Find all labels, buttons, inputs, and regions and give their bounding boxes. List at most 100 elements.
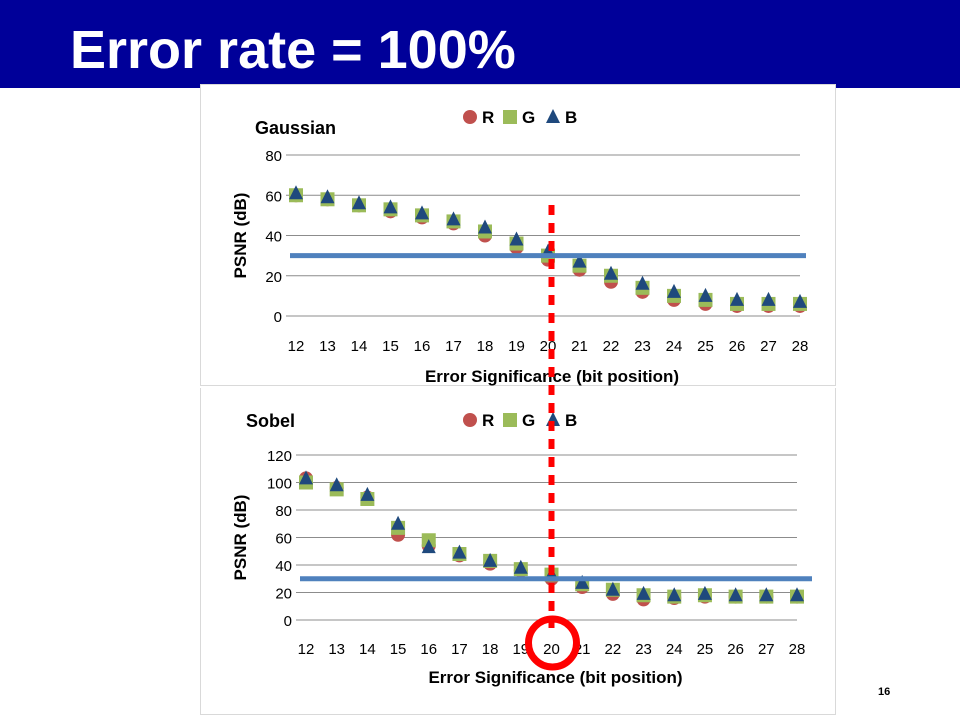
gaussian-point-b bbox=[635, 275, 650, 290]
gaussian-x-tick-label: 19 bbox=[508, 338, 525, 355]
gaussian-x-tick-label: 26 bbox=[729, 338, 746, 355]
sobel-x-tick-label: 14 bbox=[359, 641, 376, 658]
gaussian-point-b bbox=[352, 195, 366, 210]
gaussian-point-b bbox=[793, 293, 807, 308]
sobel-y-tick-label: 40 bbox=[275, 558, 292, 575]
gaussian-point-b bbox=[320, 189, 335, 204]
sobel-x-axis-label: Error Significance (bit position) bbox=[428, 668, 682, 687]
sobel-x-tick-label: 19 bbox=[512, 641, 529, 658]
sobel-point-b bbox=[483, 552, 498, 567]
gaussian-x-tick-label: 13 bbox=[319, 338, 336, 355]
sobel-y-tick-label: 120 bbox=[267, 448, 292, 465]
sobel-x-tick-label: 25 bbox=[697, 641, 714, 658]
gaussian-point-b bbox=[667, 283, 681, 298]
sobel-point-b bbox=[575, 574, 590, 589]
sobel-y-axis-label: PSNR (dB) bbox=[231, 495, 250, 581]
sobel-x-tick-label: 24 bbox=[666, 641, 683, 658]
sobel-chart-title: Sobel bbox=[246, 411, 295, 431]
gaussian-legend-label-g: G bbox=[522, 108, 535, 127]
sobel-x-tick-label: 20 bbox=[543, 641, 560, 658]
highlight-circle bbox=[525, 615, 580, 671]
sobel-x-tick-label: 18 bbox=[482, 641, 499, 658]
sobel-legend-label-g: G bbox=[522, 411, 535, 430]
gaussian-point-b bbox=[604, 265, 618, 280]
gaussian-point-b bbox=[446, 211, 461, 226]
sobel-x-tick-label: 22 bbox=[605, 641, 622, 658]
gaussian-legend-marker-r bbox=[463, 110, 477, 124]
sobel-y-tick-label: 60 bbox=[275, 531, 292, 548]
sobel-x-tick-label: 13 bbox=[328, 641, 345, 658]
sobel-y-tick-label: 80 bbox=[275, 503, 292, 520]
gaussian-x-tick-label: 22 bbox=[603, 338, 620, 355]
gaussian-x-tick-label: 28 bbox=[792, 338, 809, 355]
gaussian-point-b bbox=[730, 291, 744, 306]
gaussian-legend-marker-b bbox=[546, 109, 560, 123]
gaussian-y-axis-label: PSNR (dB) bbox=[231, 193, 250, 279]
gaussian-y-tick-label: 40 bbox=[265, 229, 282, 246]
slide-title: Error rate = 100% bbox=[70, 20, 516, 80]
sobel-point-b bbox=[299, 470, 313, 485]
sobel-y-tick-label: 0 bbox=[284, 613, 292, 630]
sobel-x-tick-label: 27 bbox=[758, 641, 775, 658]
sobel-point-b bbox=[697, 585, 712, 600]
sobel-point-b bbox=[728, 587, 743, 602]
gaussian-point-b bbox=[698, 287, 713, 302]
gaussian-x-tick-label: 21 bbox=[571, 338, 588, 355]
gaussian-point-b bbox=[478, 219, 492, 234]
gaussian-point-b bbox=[415, 205, 429, 220]
sobel-point-b bbox=[790, 587, 804, 602]
gaussian-x-tick-label: 18 bbox=[477, 338, 494, 355]
sobel-point-b bbox=[759, 587, 774, 602]
gaussian-y-tick-label: 80 bbox=[265, 148, 282, 165]
sobel-x-tick-label: 15 bbox=[390, 641, 407, 658]
gaussian-legend-label-b: B bbox=[565, 108, 577, 127]
gaussian-y-tick-label: 60 bbox=[265, 188, 282, 205]
title-bar bbox=[0, 0, 960, 88]
sobel-point-b bbox=[421, 539, 436, 554]
sobel-y-tick-label: 20 bbox=[275, 586, 292, 603]
gaussian-x-tick-label: 14 bbox=[351, 338, 368, 355]
gaussian-legend-marker-g bbox=[503, 110, 517, 124]
sobel-x-tick-label: 23 bbox=[635, 641, 652, 658]
gaussian-point-b bbox=[289, 185, 303, 200]
gaussian-x-tick-label: 15 bbox=[382, 338, 399, 355]
gaussian-point-b bbox=[383, 199, 398, 214]
sobel-x-tick-label: 17 bbox=[451, 641, 468, 658]
gaussian-x-tick-label: 27 bbox=[760, 338, 777, 355]
sobel-point-b bbox=[391, 515, 406, 530]
gaussian-legend-label-r: R bbox=[482, 108, 494, 127]
sobel-point-b bbox=[360, 486, 375, 501]
gaussian-chart-title: Gaussian bbox=[255, 118, 336, 138]
gaussian-y-tick-label: 20 bbox=[265, 269, 282, 286]
sobel-x-tick-label: 16 bbox=[420, 641, 437, 658]
gaussian-x-tick-label: 23 bbox=[634, 338, 651, 355]
gaussian-point-b bbox=[761, 291, 776, 306]
sobel-point-b bbox=[636, 585, 651, 600]
gaussian-x-tick-label: 17 bbox=[445, 338, 462, 355]
sobel-legend-label-b: B bbox=[565, 411, 577, 430]
gaussian-point-b bbox=[572, 253, 587, 268]
sobel-chart-panel bbox=[200, 388, 836, 715]
sobel-legend-marker-g bbox=[503, 413, 517, 427]
gaussian-x-tick-label: 25 bbox=[697, 338, 714, 355]
sobel-point-b bbox=[452, 544, 467, 559]
sobel-point-b bbox=[329, 477, 344, 492]
sobel-x-tick-label: 28 bbox=[789, 641, 806, 658]
sobel-x-tick-label: 12 bbox=[298, 641, 315, 658]
sobel-point-b bbox=[605, 581, 620, 596]
page-number: 16 bbox=[878, 686, 891, 698]
gaussian-x-tick-label: 12 bbox=[288, 338, 305, 355]
gaussian-x-tick-label: 16 bbox=[414, 338, 431, 355]
sobel-legend-marker-r bbox=[463, 413, 477, 427]
gaussian-y-tick-label: 0 bbox=[274, 309, 282, 326]
gaussian-point-b bbox=[509, 231, 524, 246]
sobel-x-tick-label: 26 bbox=[727, 641, 744, 658]
gaussian-x-tick-label: 24 bbox=[666, 338, 683, 355]
sobel-point-b bbox=[513, 559, 528, 574]
sobel-point-b bbox=[667, 587, 682, 602]
sobel-y-tick-label: 100 bbox=[267, 476, 292, 493]
sobel-legend-label-r: R bbox=[482, 411, 494, 430]
